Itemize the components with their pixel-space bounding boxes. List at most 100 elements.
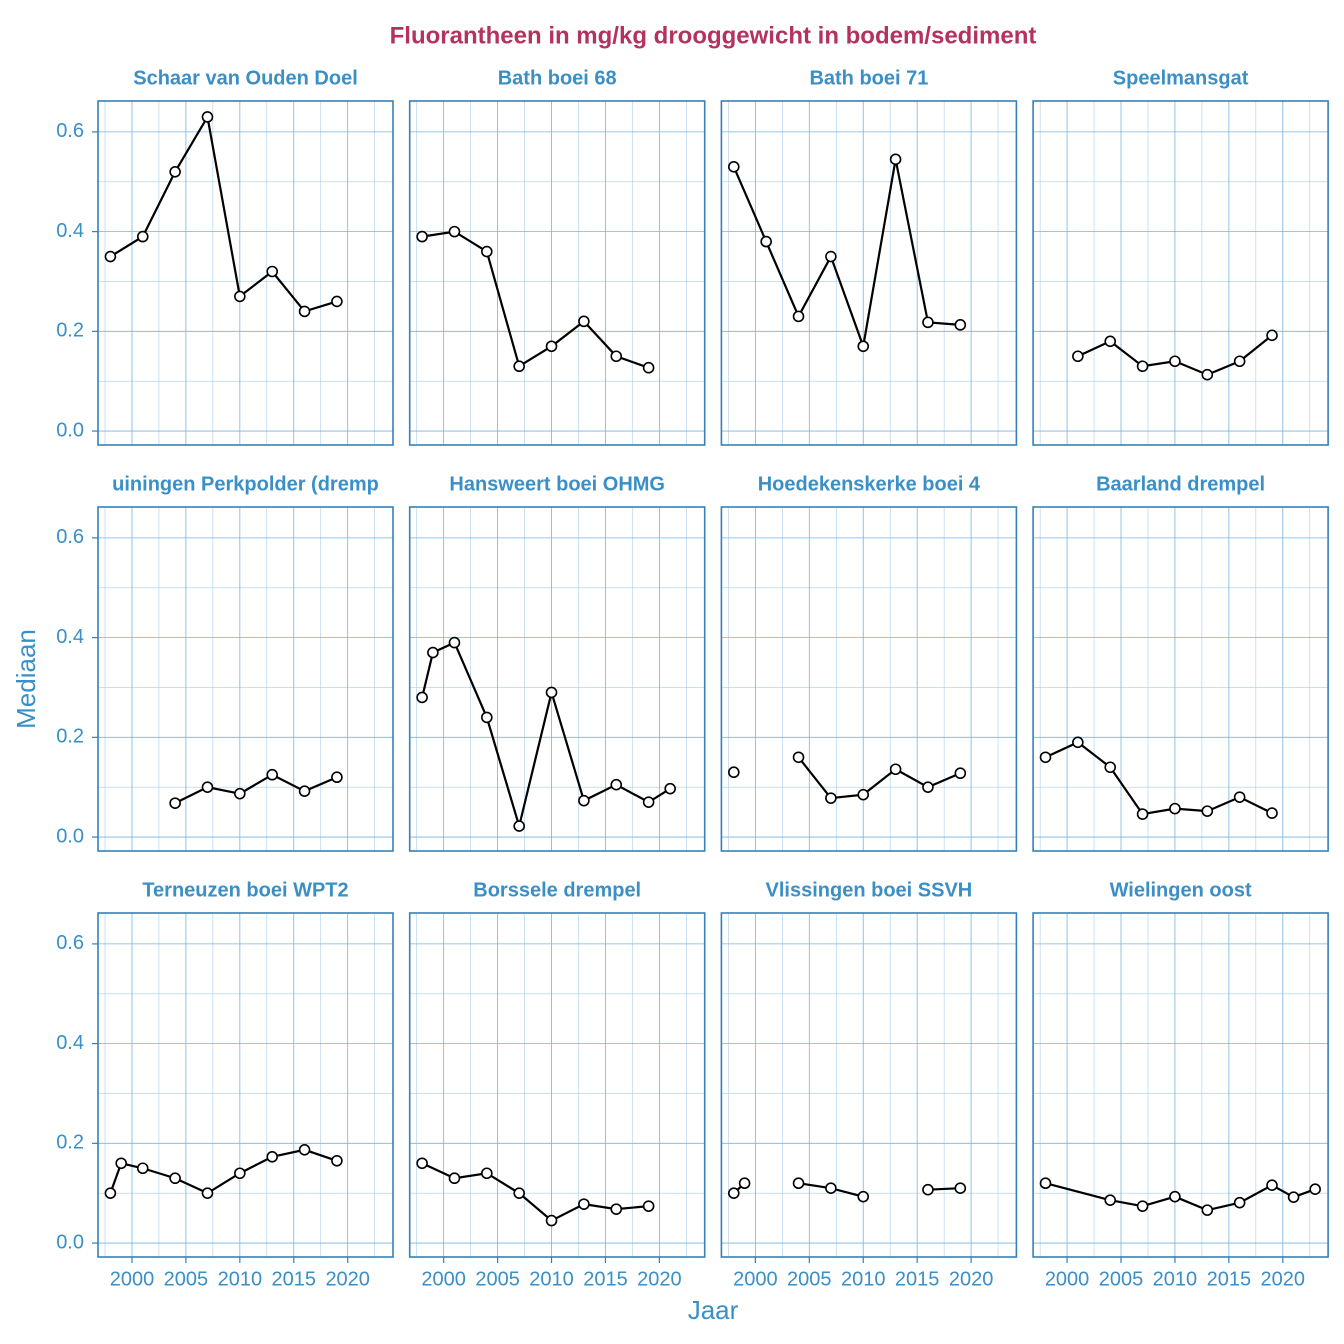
- x-tick-label: 2010: [1153, 1268, 1198, 1290]
- panel-border: [720, 100, 1018, 446]
- data-point: [298, 785, 311, 797]
- data-point: [448, 636, 461, 649]
- panel-border: [1032, 506, 1329, 852]
- data-point: [1104, 1194, 1117, 1206]
- panel-title: Baarland drempel: [1096, 473, 1265, 495]
- panel-border: [97, 506, 394, 852]
- data-point: [1233, 355, 1246, 368]
- data-line: [421, 641, 671, 831]
- data-point: [169, 1172, 181, 1185]
- data-point: [954, 319, 967, 331]
- data-line: [732, 159, 961, 351]
- panel-title: Hoedekenskerke boei 4: [758, 473, 981, 495]
- panel-title: Bath boei 68: [498, 67, 617, 89]
- data-point: [889, 153, 902, 166]
- x-tick-label: 2015: [895, 1268, 940, 1290]
- data-point: [825, 250, 837, 263]
- data-point: [1201, 805, 1214, 817]
- data-point: [1136, 1200, 1149, 1212]
- data-point: [136, 1162, 149, 1175]
- data-line: [109, 113, 338, 313]
- panel-title: Wielingen oost: [1110, 879, 1252, 901]
- data-point: [513, 820, 525, 832]
- data-point: [136, 230, 149, 243]
- data-point: [664, 782, 676, 795]
- data-point: [825, 792, 837, 804]
- y-tick-label: 0.2: [56, 726, 84, 748]
- data-point: [642, 796, 655, 808]
- panel-title: Hansweert boei OHMG: [449, 473, 665, 495]
- data-point: [954, 767, 967, 780]
- data-point: [642, 1200, 655, 1212]
- data-point: [169, 165, 181, 178]
- data-point: [1169, 355, 1181, 368]
- data-point: [1072, 350, 1084, 363]
- data-point: [448, 1172, 461, 1185]
- data-point: [610, 1203, 623, 1215]
- y-tick-label: 0.0: [56, 419, 84, 441]
- panel-border: [408, 100, 706, 446]
- data-point: [104, 1187, 117, 1199]
- data-line: [797, 756, 961, 800]
- x-tick-label: 2020: [1261, 1268, 1306, 1290]
- data-point: [201, 111, 214, 123]
- data-point: [738, 1177, 751, 1190]
- data-point: [1104, 335, 1117, 348]
- x-tick-label: 2005: [787, 1268, 832, 1290]
- data-point: [792, 310, 805, 323]
- panel-title: Schaar van Ouden Doel: [133, 67, 358, 89]
- data-point: [1072, 736, 1084, 749]
- panel-title: Speelmansgat: [1113, 67, 1249, 89]
- y-axis-label: Mediaan: [11, 629, 41, 729]
- panel-title: Terneuzen boei WPT2: [142, 879, 348, 901]
- data-point: [513, 1187, 525, 1199]
- data-point: [1266, 1179, 1278, 1192]
- data-point: [1266, 329, 1278, 342]
- data-point: [481, 1167, 493, 1180]
- data-point: [331, 295, 343, 308]
- panel-border: [408, 912, 706, 1258]
- y-tick-label: 0.6: [56, 932, 84, 954]
- y-tick-label: 0.0: [56, 825, 84, 847]
- data-point: [427, 646, 439, 659]
- data-point: [889, 763, 902, 776]
- data-point: [1233, 1196, 1246, 1209]
- x-tick-label: 2010: [529, 1268, 574, 1290]
- x-tick-label: 2005: [475, 1268, 520, 1290]
- data-point: [610, 778, 623, 791]
- data-point: [1169, 802, 1181, 815]
- data-point: [416, 230, 428, 243]
- y-tick-label: 0.4: [56, 1032, 84, 1054]
- data-point: [1104, 761, 1117, 774]
- data-point: [234, 290, 246, 303]
- x-tick-label: 2000: [110, 1268, 155, 1290]
- data-point: [728, 766, 740, 779]
- data-point: [201, 781, 214, 793]
- panel-title: Vlissingen boei SSVH: [766, 879, 973, 901]
- x-tick-label: 2000: [733, 1268, 778, 1290]
- data-line: [1045, 741, 1273, 816]
- data-point: [1201, 1204, 1214, 1216]
- data-point: [922, 781, 934, 793]
- data-point: [610, 350, 623, 363]
- data-point: [481, 711, 493, 724]
- panel-border: [720, 506, 1018, 852]
- panel-border: [720, 912, 1018, 1258]
- x-tick-label: 2020: [637, 1268, 682, 1290]
- data-point: [760, 235, 772, 248]
- data-point: [922, 1183, 934, 1196]
- data-point: [1039, 1177, 1052, 1190]
- data-point: [1136, 808, 1149, 820]
- data-point: [1309, 1183, 1321, 1195]
- panel-title: Borssele drempel: [473, 879, 641, 901]
- data-point: [513, 360, 525, 373]
- data-point: [266, 1150, 278, 1163]
- y-tick-label: 0.2: [56, 320, 84, 342]
- data-point: [792, 751, 805, 764]
- data-point: [1201, 368, 1214, 381]
- data-point: [922, 316, 934, 329]
- x-tick-label: 2015: [1207, 1268, 1252, 1290]
- data-point: [416, 691, 428, 704]
- panel-border: [97, 912, 394, 1258]
